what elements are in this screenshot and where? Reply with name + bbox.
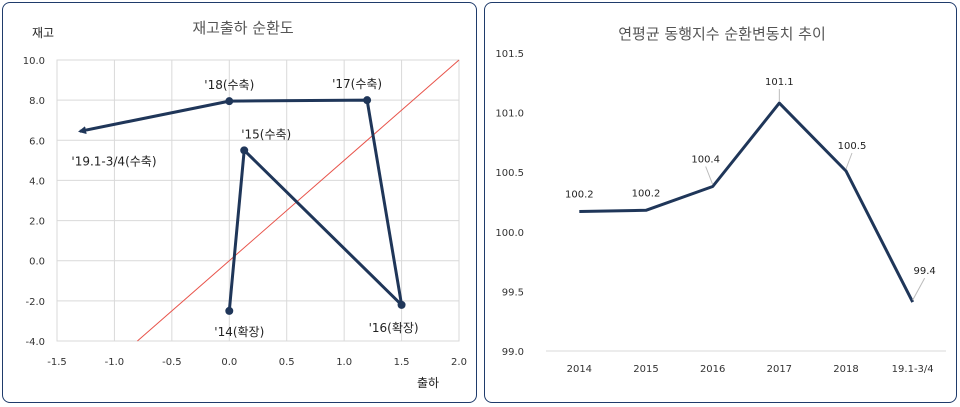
x-tick-label: 2015 — [633, 364, 658, 375]
data-point — [225, 306, 234, 315]
x-tick-label: -1.5 — [47, 357, 67, 368]
chart-title: 재고출하 순환도 — [192, 19, 294, 37]
data-point — [240, 146, 249, 155]
data-label: 100.2 — [565, 190, 594, 201]
data-point — [225, 97, 234, 106]
x-tick-label: 0.0 — [221, 357, 237, 368]
y-tick-label: 99.5 — [502, 287, 524, 298]
y-tick-label: 100.0 — [495, 228, 524, 239]
data-label: 100.2 — [632, 188, 661, 199]
y-tick-label: 2.0 — [29, 217, 45, 228]
reference-line — [137, 59, 460, 342]
data-label: 99.4 — [914, 266, 936, 277]
point-label: '15(수축) — [241, 127, 291, 141]
point-label: '16(확장) — [369, 321, 419, 335]
x-tick-label: 1.5 — [394, 357, 410, 368]
y-tick-label: 0.0 — [29, 257, 45, 268]
x-tick-label: 2.0 — [451, 357, 467, 368]
y-tick-label: 4.0 — [29, 176, 45, 187]
y-tick-label: -2.0 — [25, 297, 45, 308]
y-tick-label: 8.0 — [29, 96, 45, 107]
coincident-index-trend-chart: 연평균 동행지수 순환변동치 추이 99.0 99.5 100.0 100.5 101.… — [495, 25, 946, 375]
y-tick-label: 101.5 — [495, 49, 524, 60]
inventory-shipment-cycle-panel: 재고출하 순환도 재고 출하 -4.0 -2.0 0.0 2.0 4.0 6.0 8.0 10… — [2, 2, 477, 403]
point-label: '17(수축) — [332, 77, 382, 91]
x-tick-label: 0.5 — [279, 357, 295, 368]
x-tick-label: 2018 — [833, 364, 858, 375]
y-axis-label: 재고 — [32, 26, 54, 40]
x-tick-label: 2016 — [700, 364, 725, 375]
x-tick-label: 2014 — [567, 364, 592, 375]
data-label: 100.5 — [838, 141, 867, 152]
cycle-path-line — [78, 98, 404, 312]
inventory-shipment-cycle-chart: 재고출하 순환도 재고 출하 -4.0 -2.0 0.0 2.0 4.0 6.0 8.0 10… — [23, 19, 467, 390]
chart-title: 연평균 동행지수 순환변동치 추이 — [618, 25, 826, 43]
y-tick-label: 6.0 — [29, 136, 45, 147]
point-label: '18(수축) — [204, 78, 254, 92]
point-label: '19.1-3/4(수축) — [71, 154, 156, 168]
coincident-index-trend-panel: 연평균 동행지수 순환변동치 추이 99.0 99.5 100.0 100.5 101.… — [484, 2, 957, 403]
y-tick-label: 101.0 — [495, 109, 524, 120]
data-point — [363, 96, 372, 105]
data-label-leader — [845, 152, 853, 170]
point-label: '14(확장) — [214, 325, 264, 339]
data-label: 101.1 — [765, 77, 794, 88]
x-tick-label: -0.5 — [162, 357, 182, 368]
data-label-leader — [705, 166, 714, 185]
x-tick-label: 1.0 — [336, 357, 352, 368]
y-tick-label: -4.0 — [25, 337, 45, 348]
x-tick-label: -1.0 — [105, 357, 125, 368]
y-tick-label: 10.0 — [23, 56, 45, 67]
y-tick-label: 100.5 — [495, 168, 524, 179]
data-label: 100.4 — [691, 155, 720, 166]
x-tick-label: 2017 — [767, 364, 792, 375]
data-point — [397, 300, 406, 309]
series-line — [579, 101, 915, 303]
x-tick-label: 19.1-3/4 — [892, 364, 934, 375]
data-label-leader — [912, 277, 926, 301]
x-axis-label: 출하 — [417, 376, 439, 390]
y-tick-label: 99.0 — [502, 347, 524, 358]
